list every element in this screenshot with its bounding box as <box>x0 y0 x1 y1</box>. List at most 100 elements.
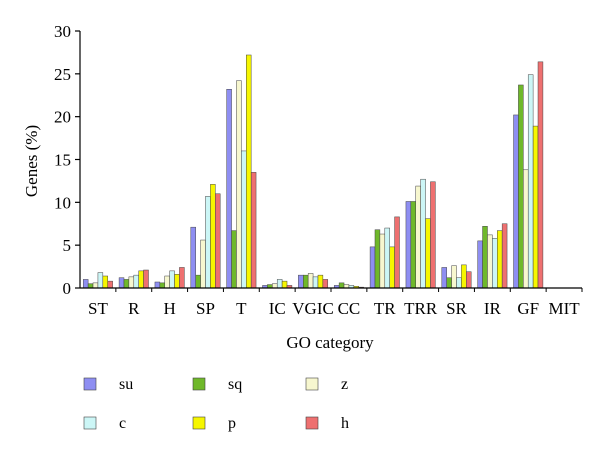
x-tick-label-SP: SP <box>196 299 215 318</box>
legend-label-h: h <box>341 415 349 432</box>
y-tick-label: 15 <box>54 151 71 170</box>
bar-su-VGIC <box>298 274 304 289</box>
x-tick-label-TR: TR <box>374 299 396 318</box>
bar-c-VGIC <box>312 276 319 289</box>
bar-su-TR <box>369 246 376 289</box>
bar-p-IC <box>281 280 288 289</box>
bar-z-SP <box>200 239 206 289</box>
bar-h-ST <box>107 280 113 289</box>
x-tick-label-H: H <box>164 299 176 318</box>
bar-z-H <box>164 275 170 289</box>
y-axis-ticks: 0 5 10 15 20 25 30 <box>54 22 80 298</box>
bar-h-T <box>250 172 257 289</box>
bar-z-TRR <box>415 185 421 289</box>
legend-swatch-sq <box>192 377 206 391</box>
bar-c-SP <box>205 196 211 289</box>
bar-sq-T <box>231 230 237 289</box>
bar-z-ST <box>92 282 99 289</box>
y-tick-label: 5 <box>63 236 72 255</box>
bar-z-SR <box>451 265 457 289</box>
x-axis-title: GO category <box>286 333 374 352</box>
bar-su-T <box>226 89 232 289</box>
legend-label-sq: sq <box>228 376 242 393</box>
bar-p-H <box>174 274 180 289</box>
bar-h-R <box>143 269 149 289</box>
x-axis-ticks: ST R H SP T IC VGIC CC TR TRR SR IR GF MIT <box>88 288 583 318</box>
bar-c-TRR <box>420 178 426 289</box>
bars <box>82 54 544 289</box>
bar-c-IR <box>492 238 498 289</box>
bar-z-IR <box>487 234 493 289</box>
x-tick-label-IR: IR <box>484 299 502 318</box>
x-tick-label-MIT: MIT <box>548 299 580 318</box>
x-tick-label-T: T <box>236 299 247 318</box>
bar-h-SR <box>466 271 472 289</box>
bar-sq-R <box>123 279 130 289</box>
y-tick-label: 0 <box>63 279 72 298</box>
bar-sq-VGIC <box>303 274 309 289</box>
legend: su sq z c p h <box>83 376 349 432</box>
bar-h-TR <box>394 216 400 289</box>
bar-c-SR <box>456 277 462 289</box>
x-tick-label-IC: IC <box>269 299 286 318</box>
legend-swatch-c <box>83 416 97 430</box>
bar-z-TR <box>379 233 386 289</box>
legend-label-z: z <box>341 376 348 393</box>
bar-c-IC <box>276 279 283 289</box>
legend-swatch-h <box>305 416 319 430</box>
bar-p-IR <box>497 230 503 289</box>
bar-p-SR <box>461 264 467 289</box>
bar-sq-CC <box>338 282 345 289</box>
legend-swatch-z <box>305 377 319 391</box>
x-tick-label-GF: GF <box>517 299 539 318</box>
bar-h-SP <box>215 193 221 289</box>
y-tick-label: 10 <box>54 193 71 212</box>
bar-su-H <box>154 281 161 289</box>
bar-sq-SR <box>446 277 452 289</box>
bar-sq-TRR <box>410 201 416 289</box>
bar-p-TRR <box>425 218 431 289</box>
bar-su-ST <box>82 279 89 289</box>
legend-label-c: c <box>119 415 126 432</box>
x-tick-label-ST: ST <box>88 299 108 318</box>
bar-sq-H <box>159 282 165 289</box>
legend-swatch-su <box>83 377 97 391</box>
bar-su-TRR <box>405 201 412 289</box>
x-tick-label-R: R <box>128 299 140 318</box>
bar-c-R <box>133 274 139 289</box>
bar-p-VGIC <box>317 274 324 289</box>
bar-h-GF <box>537 61 544 289</box>
bar-c-TR <box>384 227 390 289</box>
x-tick-label-SR: SR <box>446 299 467 318</box>
bar-h-IR <box>501 223 508 289</box>
bar-c-GF <box>527 74 534 289</box>
bar-sq-GF <box>518 84 524 289</box>
bar-p-TR <box>389 246 395 289</box>
bar-su-GF <box>513 114 519 289</box>
bar-c-ST <box>97 272 104 289</box>
bar-su-SR <box>441 267 447 289</box>
bar-su-IR <box>477 240 483 289</box>
x-tick-label-CC: CC <box>338 299 361 318</box>
legend-label-p: p <box>228 415 236 432</box>
bar-z-VGIC <box>307 273 314 289</box>
bar-z-R <box>128 276 135 289</box>
bar-sq-ST <box>87 283 94 289</box>
bar-z-T <box>236 80 242 289</box>
bar-sq-SP <box>195 274 201 289</box>
bar-z-IC <box>272 283 278 289</box>
legend-swatch-p <box>192 416 206 430</box>
bar-h-VGIC <box>322 279 329 289</box>
bar-h-H <box>179 267 185 289</box>
y-tick-label: 25 <box>54 65 71 84</box>
x-tick-label-TRR: TRR <box>404 299 438 318</box>
bar-c-H <box>169 270 175 289</box>
y-tick-label: 20 <box>54 108 71 127</box>
bar-z-GF <box>523 169 529 289</box>
y-tick-label: 30 <box>54 22 71 41</box>
legend-label-su: su <box>119 376 133 393</box>
bar-p-GF <box>532 125 539 289</box>
bar-p-R <box>138 270 144 289</box>
bar-sq-TR <box>374 229 381 289</box>
